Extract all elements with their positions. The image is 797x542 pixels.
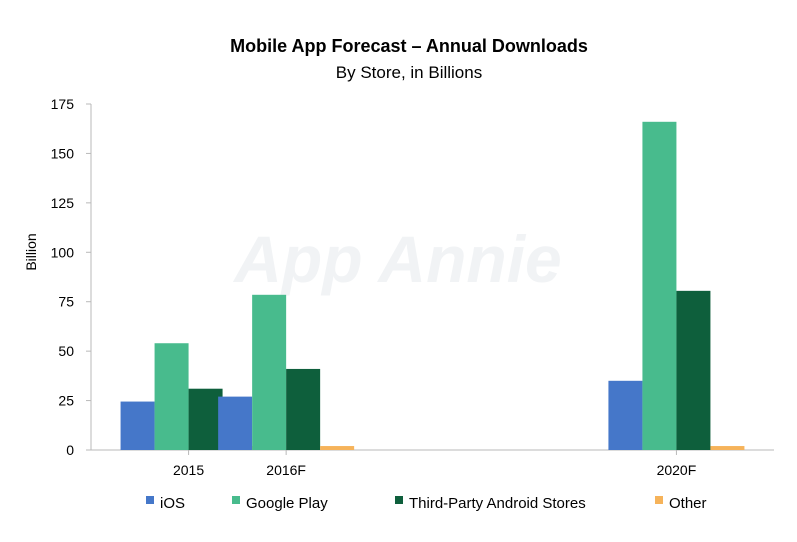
bar-third-party-android-stores-2016f xyxy=(286,368,321,450)
legend-label-third-party-android-stores: Third-Party Android Stores xyxy=(409,495,586,512)
x-tick-label: 2020F xyxy=(657,462,697,478)
legend-swatch-third-party-android-stores xyxy=(395,496,403,504)
bar-other-2020f xyxy=(710,446,745,450)
bar-third-party-android-stores-2015 xyxy=(188,388,223,450)
bars xyxy=(120,121,745,451)
bar-google-play-2016f xyxy=(252,294,287,450)
y-tick-label: 125 xyxy=(51,195,75,211)
legend-swatch-ios xyxy=(146,496,154,504)
legend-label-ios: iOS xyxy=(160,495,185,512)
legend-swatch-google-play xyxy=(232,496,240,504)
watermark-logo: App Annie xyxy=(232,222,562,296)
bar-ios-2015 xyxy=(120,401,155,450)
chart-subtitle: By Store, in Billions xyxy=(336,63,482,82)
y-tick-label: 100 xyxy=(51,244,75,260)
tick-labels: 0 25 50 75 100 125 150 175 2015 2016F 2020F xyxy=(51,96,697,478)
legend-label-google-play: Google Play xyxy=(246,495,328,512)
y-axis-label: Billion xyxy=(23,233,39,270)
y-tick-label: 0 xyxy=(66,442,74,458)
bar-third-party-android-stores-2020f xyxy=(676,290,711,450)
y-tick-label: 175 xyxy=(51,96,75,112)
bar-google-play-2020f xyxy=(642,121,677,451)
bar-ios-2020f xyxy=(608,380,643,450)
bar-google-play-2015 xyxy=(154,343,189,450)
bar-other-2016f xyxy=(320,446,355,450)
legend-label-other: Other xyxy=(669,495,707,512)
legend-swatch-other xyxy=(655,496,663,504)
legend: iOS Google Play Third-Party Android Stores… xyxy=(146,495,707,512)
y-tick-label: 50 xyxy=(58,343,74,359)
x-tick-label: 2016F xyxy=(266,462,306,478)
y-tick-label: 150 xyxy=(51,145,75,161)
x-tick-label: 2015 xyxy=(173,462,204,478)
y-tick-label: 25 xyxy=(58,393,74,409)
y-tick-label: 75 xyxy=(58,294,74,310)
chart-title: Mobile App Forecast – Annual Downloads xyxy=(230,36,588,56)
bar-ios-2016f xyxy=(218,396,253,450)
